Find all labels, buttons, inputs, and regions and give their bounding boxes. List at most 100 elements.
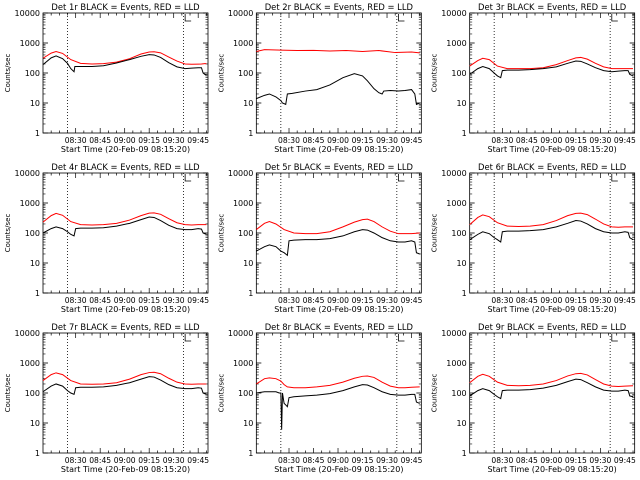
x-tick-label: 08:30 [65, 296, 87, 305]
x-axis-label: Start Time (20-Feb-09 08:15:20) [488, 145, 617, 154]
bracket-marker [611, 14, 618, 22]
bracket-marker [611, 334, 618, 342]
y-tick-label: 10000 [15, 169, 40, 178]
x-tick-label: 08:45 [303, 136, 325, 145]
bracket-marker [611, 174, 618, 182]
y-axis-label: Counts/sec [4, 54, 12, 93]
panel-title: Det 6r BLACK = Events, RED = LLD [478, 162, 626, 172]
x-tick-label: 09:30 [376, 456, 398, 465]
y-tick-label: 1000 [20, 359, 40, 368]
series-line-red [42, 212, 207, 226]
panel-title: Det 7r BLACK = Events, RED = LLD [51, 322, 199, 332]
y-tick-label: 10 [30, 259, 40, 268]
x-axis-label: Start Time (20-Feb-09 08:15:20) [488, 305, 617, 314]
x-tick-label: 09:45 [187, 456, 209, 465]
x-tick-label: 09:00 [327, 456, 349, 465]
y-tick-label: 1 [35, 449, 40, 458]
series-line-red [469, 56, 634, 70]
y-tick-label: 10000 [441, 169, 466, 178]
x-tick-label: 08:45 [516, 136, 538, 145]
x-tick-label: 09:30 [589, 296, 611, 305]
bracket-marker [398, 174, 405, 182]
y-axis-label: Counts/sec [217, 54, 225, 93]
y-tick-label: 10000 [228, 9, 253, 18]
y-tick-label: 100 [451, 229, 466, 238]
x-tick-label: 09:45 [187, 136, 209, 145]
x-tick-label: 09:30 [376, 296, 398, 305]
y-axis-label: Counts/sec [431, 54, 439, 93]
series-line-black [469, 220, 634, 243]
y-tick-label: 100 [25, 229, 40, 238]
y-tick-label: 100 [238, 69, 253, 78]
x-tick-label: 09:30 [376, 136, 398, 145]
bracket-marker [184, 334, 192, 342]
x-tick-label: 09:45 [614, 136, 636, 145]
x-tick-label: 08:45 [303, 296, 325, 305]
y-tick-label: 10 [30, 419, 40, 428]
x-tick-label: 08:30 [491, 296, 513, 305]
y-tick-label: 1 [35, 289, 40, 298]
x-tick-label: 09:45 [401, 456, 423, 465]
x-tick-label: 08:30 [491, 136, 513, 145]
x-axis-label: Start Time (20-Feb-09 08:15:20) [274, 305, 403, 314]
x-tick-label: 09:15 [565, 456, 587, 465]
series-line-red [256, 49, 420, 54]
detector-panel: Det 4r BLACK = Events, RED = LLD 1 10 100 10… [4, 162, 209, 314]
panel-title: Det 9r BLACK = Events, RED = LLD [478, 322, 626, 332]
y-axis-label: Counts/sec [4, 374, 12, 413]
y-tick-label: 10 [30, 99, 40, 108]
x-tick-label: 08:45 [89, 136, 111, 145]
y-axis-label: Counts/sec [431, 374, 439, 413]
x-axis-label: Start Time (20-Feb-09 08:15:20) [274, 145, 403, 154]
y-tick-label: 1 [35, 129, 40, 138]
x-tick-label: 09:00 [540, 136, 562, 145]
x-tick-label: 09:00 [327, 296, 349, 305]
y-tick-label: 10000 [228, 329, 253, 338]
x-tick-label: 09:00 [540, 296, 562, 305]
y-tick-label: 100 [451, 389, 466, 398]
x-tick-label: 08:30 [278, 136, 300, 145]
y-tick-label: 10 [243, 259, 253, 268]
y-tick-label: 1 [462, 289, 467, 298]
panel-title: Det 8r BLACK = Events, RED = LLD [265, 322, 413, 332]
detector-panel: Det 5r BLACK = Events, RED = LLD 1 10 100 10… [217, 162, 422, 314]
y-axis-label: Counts/sec [217, 214, 225, 253]
y-tick-label: 10000 [15, 329, 40, 338]
x-tick-label: 09:45 [187, 296, 209, 305]
series-line-red [42, 371, 207, 385]
x-tick-label: 09:15 [565, 296, 587, 305]
series-line-red [256, 218, 420, 235]
x-tick-label: 09:15 [352, 136, 374, 145]
x-tick-label: 09:15 [565, 136, 587, 145]
y-tick-label: 100 [25, 69, 40, 78]
y-tick-label: 1000 [20, 39, 40, 48]
bracket-marker [184, 14, 192, 22]
x-tick-label: 09:15 [138, 456, 160, 465]
y-tick-label: 10 [456, 99, 466, 108]
y-tick-label: 1 [248, 289, 253, 298]
detector-panel: Det 8r BLACK = Events, RED = LLD 1 10 100 10… [217, 322, 422, 474]
x-tick-label: 09:30 [163, 136, 185, 145]
y-tick-label: 1000 [20, 199, 40, 208]
detector-panel: Det 2r BLACK = Events, RED = LLD 1 10 100 10… [217, 2, 422, 154]
y-tick-label: 1000 [446, 39, 466, 48]
y-tick-label: 1 [462, 449, 467, 458]
y-tick-label: 1 [248, 449, 253, 458]
series-line-black [469, 378, 634, 400]
x-tick-label: 08:30 [65, 456, 87, 465]
y-axis-label: Counts/sec [217, 374, 225, 413]
x-tick-label: 09:30 [163, 296, 185, 305]
series-line-red [42, 50, 207, 65]
y-tick-label: 10000 [228, 169, 253, 178]
y-axis-label: Counts/sec [431, 214, 439, 253]
x-tick-label: 09:15 [138, 296, 160, 305]
panel-title: Det 3r BLACK = Events, RED = LLD [478, 2, 626, 12]
panel-title: Det 1r BLACK = Events, RED = LLD [51, 2, 199, 12]
x-axis-label: Start Time (20-Feb-09 08:15:20) [61, 305, 190, 314]
panel-title: Det 2r BLACK = Events, RED = LLD [265, 2, 413, 12]
series-line-black [256, 73, 420, 106]
x-tick-label: 09:30 [589, 456, 611, 465]
y-tick-label: 10 [456, 259, 466, 268]
series-line-red [469, 212, 634, 228]
y-tick-label: 1000 [446, 359, 466, 368]
